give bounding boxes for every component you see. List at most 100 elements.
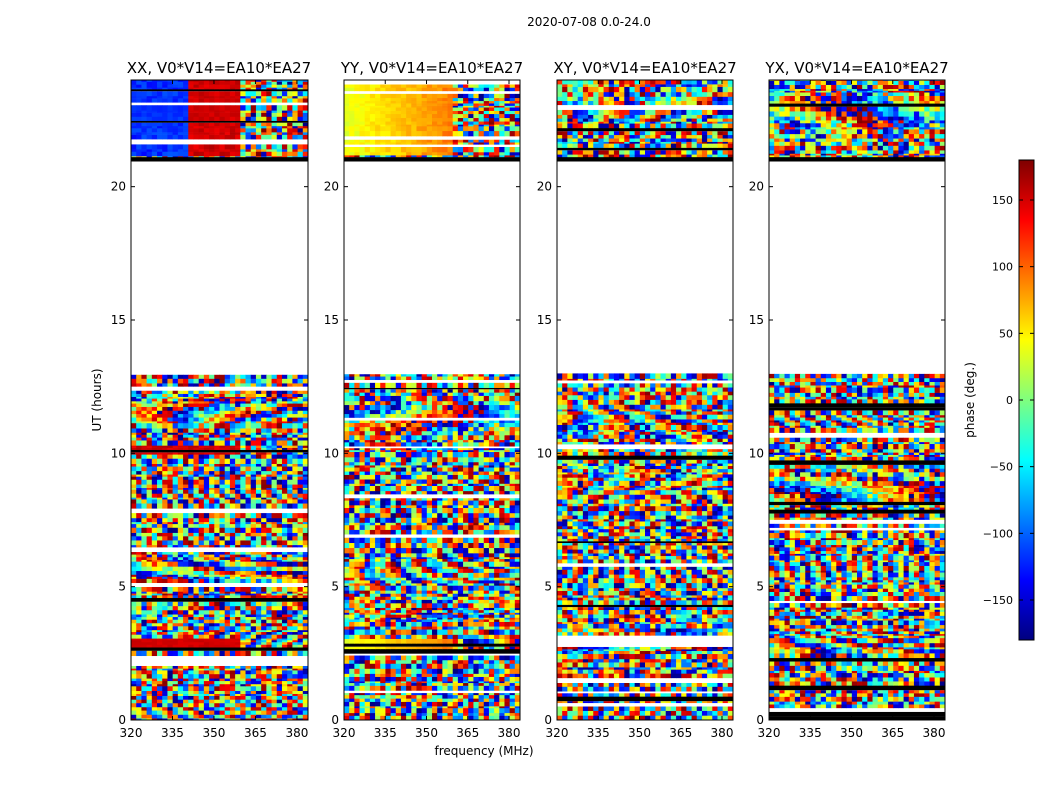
phase-cell xyxy=(287,98,293,103)
phase-cell xyxy=(302,390,309,394)
phase-cell xyxy=(442,706,448,709)
phase-cell xyxy=(354,659,360,664)
phase-cell xyxy=(287,91,293,97)
phase-cell xyxy=(209,678,215,682)
phase-cell xyxy=(209,605,215,611)
phase-cell xyxy=(261,619,267,624)
phase-cell xyxy=(235,517,241,523)
phase-cell xyxy=(183,574,189,577)
phase-cell xyxy=(193,474,200,477)
phase-cell xyxy=(151,393,158,397)
phase-cell xyxy=(276,428,283,433)
phase-cell xyxy=(463,619,469,622)
phase-cell xyxy=(235,706,241,711)
phase-cell xyxy=(509,668,516,674)
phase-cell xyxy=(167,650,174,657)
phase-cell xyxy=(426,621,433,627)
phase-cell xyxy=(157,710,163,715)
phase-cell xyxy=(281,690,288,694)
phase-cell xyxy=(271,98,278,103)
phase-cell xyxy=(219,631,226,635)
phase-cell xyxy=(302,561,309,567)
phase-cell xyxy=(276,690,283,694)
phase-cell xyxy=(266,544,272,548)
phase-cell xyxy=(297,458,304,464)
phase-cell xyxy=(292,616,298,620)
phase-cell xyxy=(131,523,137,528)
phase-cell xyxy=(229,374,236,379)
phase-cell xyxy=(359,681,366,684)
phase-cell xyxy=(172,110,179,113)
phase-cell xyxy=(406,663,412,669)
phase-cell xyxy=(198,390,205,394)
phase-cell xyxy=(281,593,288,596)
phase-cell xyxy=(271,151,278,157)
phase-cell xyxy=(157,144,163,150)
phase-cell xyxy=(229,393,236,397)
phase-cell xyxy=(235,595,241,599)
phase-cell xyxy=(136,503,142,509)
phase-cell xyxy=(281,493,288,498)
phase-cell xyxy=(395,619,402,622)
phase-cell xyxy=(297,673,304,679)
phase-cell xyxy=(287,517,293,523)
phase-cell xyxy=(157,437,163,441)
phase-cell xyxy=(177,552,184,555)
phase-cell xyxy=(240,532,246,537)
phase-cell xyxy=(364,681,371,684)
phase-cell xyxy=(297,84,304,88)
phase-cell xyxy=(292,421,298,424)
phase-cell xyxy=(245,699,252,704)
phase-cell xyxy=(214,144,220,150)
phase-cell xyxy=(188,149,194,152)
phase-cell xyxy=(240,110,246,113)
phase-cell xyxy=(478,682,485,686)
phase-cell xyxy=(255,105,262,111)
phase-cell xyxy=(203,80,210,82)
phase-cell xyxy=(240,714,246,719)
phase-cell xyxy=(514,629,521,635)
phase-cell xyxy=(235,639,241,643)
phase-cell xyxy=(136,523,142,528)
phase-cell xyxy=(447,673,454,677)
phase-cell xyxy=(292,87,298,90)
phase-cell xyxy=(209,540,215,546)
phase-cell xyxy=(281,406,288,411)
phase-cell xyxy=(473,685,479,691)
phase-cell xyxy=(390,659,397,664)
phase-cell xyxy=(193,105,200,111)
phase-cell xyxy=(245,390,252,394)
phase-cell xyxy=(292,454,298,459)
phase-cell xyxy=(229,680,236,685)
phase-cell xyxy=(509,676,516,682)
phase-cell xyxy=(224,693,231,696)
phase-cell xyxy=(214,434,220,438)
phase-cell xyxy=(266,91,272,97)
phase-cell xyxy=(261,454,267,459)
phase-cell xyxy=(255,445,262,448)
phase-cell xyxy=(452,614,459,618)
phase-cell xyxy=(141,421,148,424)
phase-cell xyxy=(499,673,505,677)
phase-cell xyxy=(214,383,220,387)
phase-cell xyxy=(302,576,309,579)
phase-cell xyxy=(193,616,200,620)
phase-cell xyxy=(141,639,148,643)
phase-cell xyxy=(172,650,179,657)
phase-cell xyxy=(292,149,298,152)
phase-cell xyxy=(266,403,272,407)
phase-cell xyxy=(287,693,293,696)
phase-cell xyxy=(136,428,142,433)
phase-cell xyxy=(229,105,236,111)
phase-cell xyxy=(177,517,184,523)
phase-cell xyxy=(188,556,194,560)
phase-cell xyxy=(198,87,205,90)
phase-cell xyxy=(141,497,148,500)
phase-cell xyxy=(509,617,516,620)
phase-cell xyxy=(172,487,179,490)
phase-cell xyxy=(209,499,215,504)
phase-cell xyxy=(141,622,148,627)
phase-cell xyxy=(287,668,293,671)
phase-cell xyxy=(141,401,148,404)
phase-cell xyxy=(292,576,298,579)
